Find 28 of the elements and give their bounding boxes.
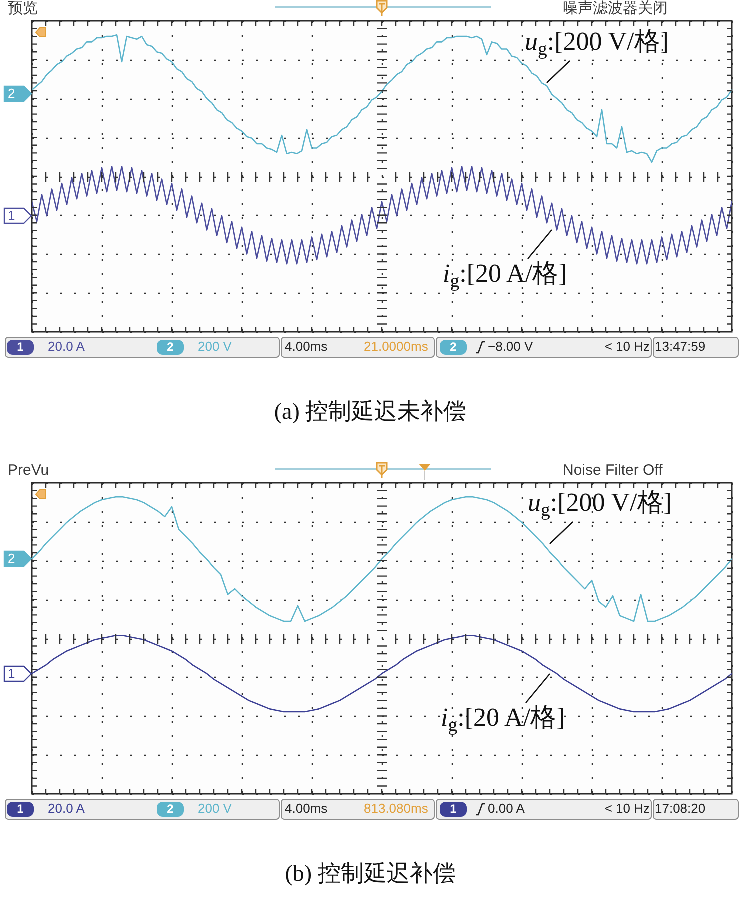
text: Noise Filter Off [563,462,663,480]
text: (a) 控制延迟未补偿 [273,398,468,426]
text: 预览 [8,0,38,18]
text: 20.0 A [48,801,85,817]
text: 1 [8,666,16,682]
text: 2 [8,86,16,102]
text: 21.0000ms [364,339,428,355]
text: 1 [8,208,16,224]
text: 4.00ms [285,801,328,817]
text: 0.00 A [488,801,525,817]
series-label: i$_{g}$:[20 A/格] [443,259,568,292]
text: 200 V [198,801,232,817]
text: 17:08:20 [655,801,706,817]
text: 噪声滤波器关闭 [563,0,668,18]
text: −8.00 V [488,339,534,355]
text: < 10 Hz [604,339,650,355]
text: 13:47:59 [655,339,706,355]
text: 2 [8,550,16,567]
text: 20.0 A [48,339,85,355]
series-label: u$_{g}$:[200 V/格] [525,27,669,60]
text: PreVu [8,462,50,480]
text: 813.080ms [364,801,428,817]
text: < 10 Hz [604,801,650,817]
text: 200 V [198,339,232,355]
series-label: u$_{g}$:[200 V/格] [528,488,672,522]
text: (b) 控制延迟补偿 [284,860,457,888]
text: 4.00ms [285,339,328,355]
series-label: i$_{g}$:[20 A/格] [441,702,566,736]
